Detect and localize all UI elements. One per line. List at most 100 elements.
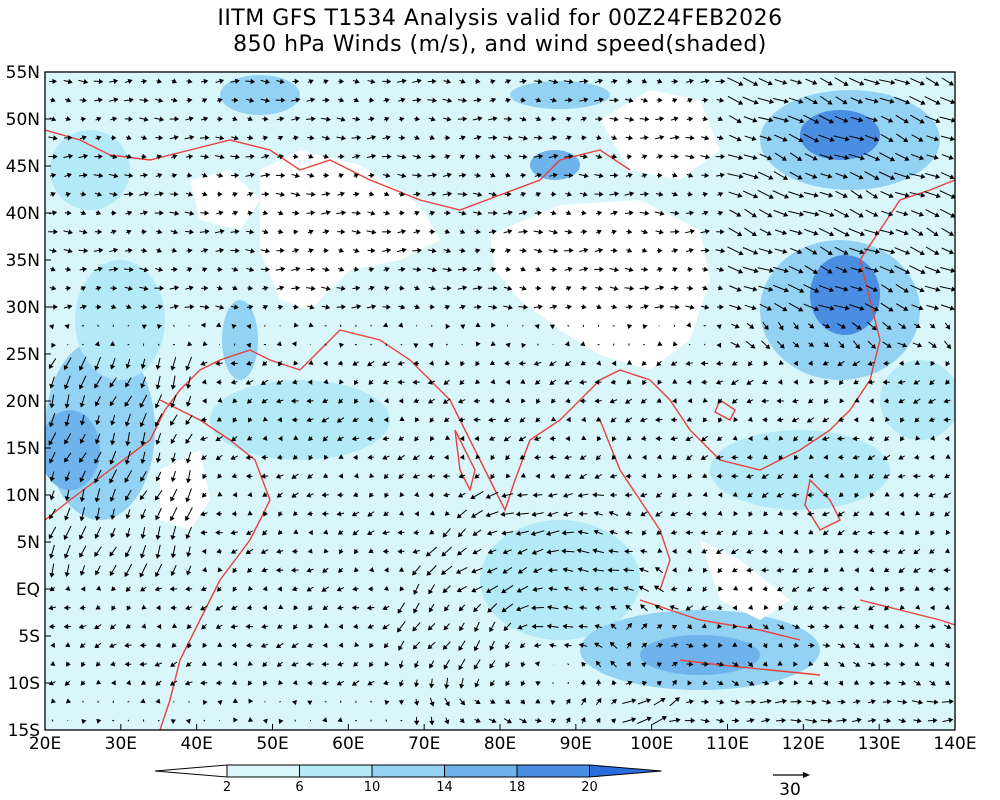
wind-arrow-head (354, 78, 360, 84)
wind-arrow-head (189, 304, 195, 310)
wind-arrow-head (490, 699, 496, 704)
wind-arrow-head (598, 97, 604, 103)
wind-arrow-head (307, 680, 312, 686)
wind-arrow-head (686, 379, 692, 385)
wind-arrow-head (429, 510, 435, 516)
wind-arrow-head (340, 285, 346, 291)
wind-arrow-head (386, 78, 392, 85)
wind-arrow-head (217, 473, 223, 479)
wind-vectors (48, 77, 955, 726)
wind-arrow-head (262, 530, 268, 536)
wind-arrow-head (519, 417, 525, 423)
wind-arrow-head (200, 511, 206, 517)
wind-arrow-head (109, 496, 115, 502)
wind-arrow-head (902, 699, 908, 705)
wind-arrow-head (751, 212, 757, 218)
wind-arrow-head (809, 323, 815, 329)
wind-arrow-head (279, 285, 285, 291)
wind-arrow-head (777, 474, 783, 479)
wind-arrow-head (412, 644, 418, 650)
wind-arrow-head (628, 210, 634, 216)
wind-arrow-head (94, 341, 100, 347)
wind-arrow-head (278, 511, 283, 517)
wind-arrow-head (79, 420, 86, 426)
wind-arrow-head (187, 97, 193, 104)
wind-arrow-head (200, 417, 206, 423)
wind-arrow-head (553, 79, 559, 85)
wind-arrow-head (446, 285, 452, 291)
wind-arrow-head (839, 472, 845, 478)
wind-arrow-head (872, 286, 878, 292)
wind-arrow-head (416, 78, 422, 84)
wind-arrow-head (446, 210, 451, 216)
wind-arrow-head (291, 586, 298, 592)
wind-arrow-head (400, 97, 406, 103)
wind-arrow-head (246, 342, 252, 349)
wind-arrow-head (782, 698, 788, 705)
wind-arrow-head (109, 624, 116, 630)
wind-arrow-head (490, 681, 495, 687)
wind-arrow-head (143, 172, 148, 179)
wind-arrow-head (762, 643, 768, 649)
wind-arrow-head (460, 78, 466, 84)
wind-arrow-head (813, 137, 820, 143)
wind-arrow-head (338, 342, 345, 348)
wind-arrow-head (653, 585, 660, 591)
wind-arrow-head (594, 605, 600, 611)
wind-arrow-head (430, 229, 436, 235)
wind-arrow-head (577, 567, 583, 573)
wind-arrow-head (595, 416, 602, 422)
wind-arrow-head (127, 210, 133, 216)
wind-arrow-head (156, 623, 162, 630)
wind-arrow-head (125, 441, 131, 447)
wind-arrow-head (799, 192, 805, 199)
wind-arrow-head (945, 324, 951, 330)
wind-arrow-head (293, 605, 299, 611)
wind-arrow-head (341, 135, 346, 141)
wind-arrow-head (79, 497, 86, 503)
wind-arrow-head (337, 529, 344, 535)
wind-arrow-head (232, 661, 238, 667)
wind-arrow-head (139, 494, 145, 501)
wind-arrow-head (475, 248, 481, 254)
wind-arrow-head (625, 417, 631, 423)
lat-tick-label: 40N (6, 204, 40, 224)
wind-arrow-head (856, 324, 862, 330)
wind-arrow-head (520, 379, 526, 384)
wind-arrow-head (80, 586, 86, 592)
wind-arrow-head (669, 604, 675, 611)
wind-arrow-head (325, 304, 331, 310)
wind-arrow-head (611, 454, 617, 460)
wind-arrow-head (701, 548, 707, 554)
wind-arrow-head (261, 398, 267, 404)
wind-arrow-head (460, 304, 466, 310)
wind-arrow-head (460, 324, 466, 330)
wind-arrow-head (839, 566, 845, 572)
wind-arrow-head (701, 379, 706, 385)
wind-arrow-head (294, 248, 300, 254)
wind-arrow-head (112, 210, 117, 216)
wind-arrow-head (486, 530, 492, 536)
wind-arrow-head (111, 586, 117, 592)
colorbar-label: 6 (295, 780, 303, 795)
wind-arrow-head (140, 553, 146, 559)
wind-arrow-head (899, 510, 905, 517)
wind-arrow-head (501, 588, 507, 594)
wind-arrow-head (337, 492, 342, 498)
wind-arrow-head (761, 492, 767, 498)
wind-arrow-head (218, 191, 223, 197)
wind-arrow-head (778, 605, 784, 611)
wind-arrow-head (110, 514, 116, 520)
wind-arrow-head (432, 172, 438, 178)
wind-arrow-head (670, 435, 676, 442)
wind-arrow-head (731, 473, 736, 479)
wind-arrow-head (596, 134, 602, 141)
wind-arrow-head (655, 511, 661, 517)
wind-arrow-head (914, 642, 920, 648)
wind-arrow-head (78, 384, 84, 390)
wind-arrow-head (914, 360, 921, 365)
wind-arrow-head (308, 153, 314, 159)
wind-arrow-head (593, 529, 599, 535)
wind-arrow-head (202, 341, 208, 347)
wind-arrow-head (66, 172, 72, 178)
